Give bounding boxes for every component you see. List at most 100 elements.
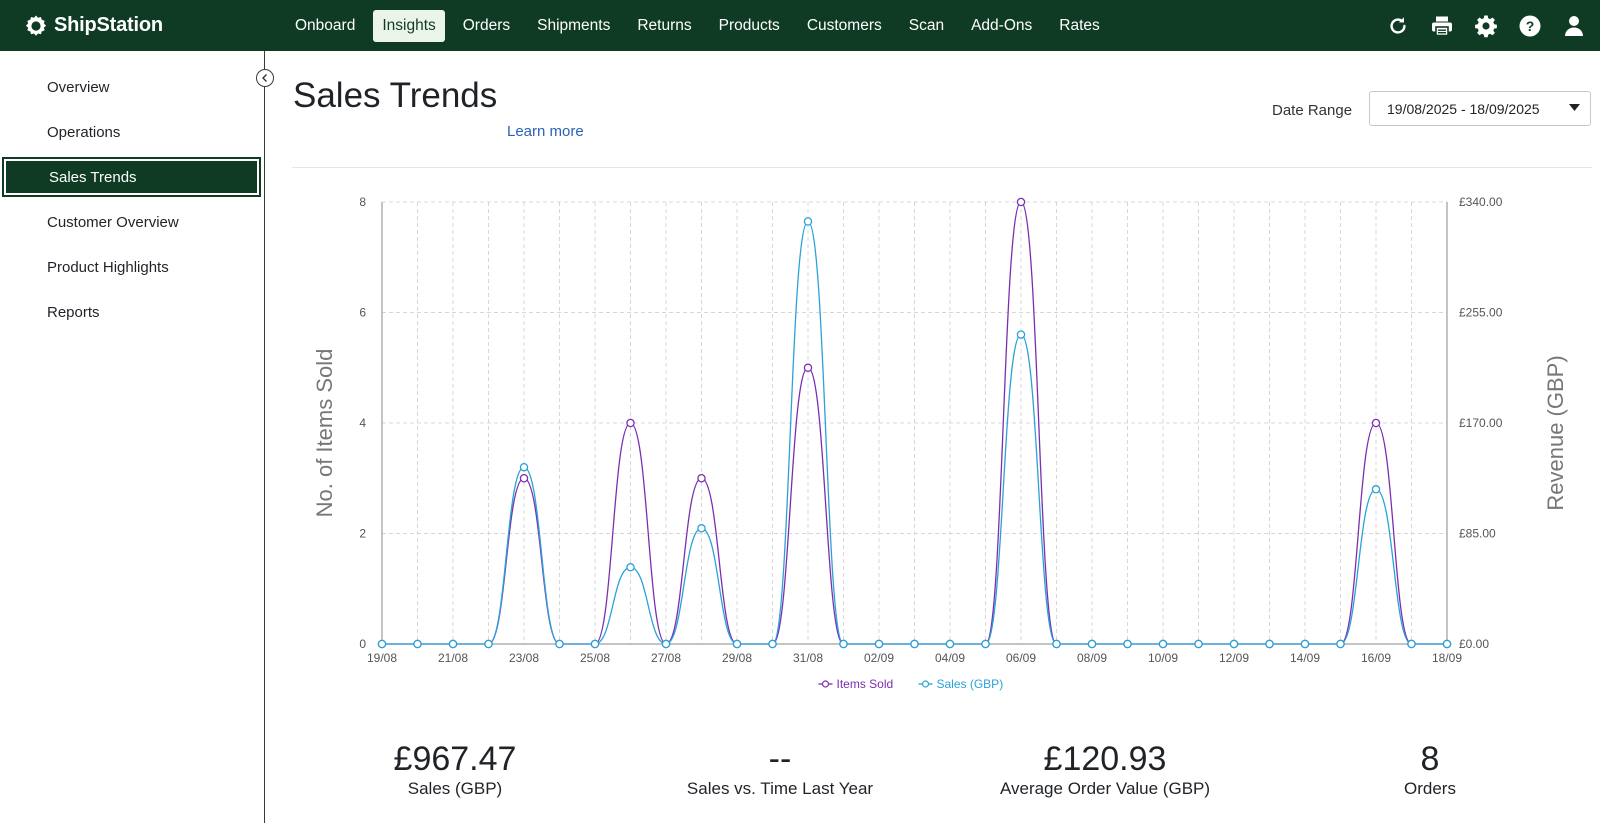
x-tick-label: 31/08 [793, 651, 823, 665]
data-point-sales-gbp [413, 639, 422, 649]
y2-tick-label: £85.00 [1459, 527, 1496, 541]
svg-text:?: ? [1526, 18, 1535, 34]
data-point-sales-gbp [910, 639, 919, 649]
help-icon[interactable]: ? [1518, 14, 1542, 38]
data-point-sales-gbp [945, 639, 955, 649]
x-tick-label: 04/09 [935, 651, 965, 665]
kpi-sales-vs-last-year: -- Sales vs. Time Last Year [660, 742, 900, 799]
data-point-sales-gbp [839, 639, 848, 649]
data-point-sales-gbp [803, 217, 813, 226]
x-tick-label: 02/09 [864, 651, 894, 665]
data-point-items-sold [1371, 418, 1381, 428]
y-axis-title: No. of Items Sold [312, 349, 337, 518]
data-point-sales-gbp [626, 563, 635, 572]
y-tick-label: 0 [359, 637, 366, 651]
data-point-sales-gbp [590, 639, 600, 649]
data-point-items-sold [1016, 197, 1026, 207]
y2-tick-label: £255.00 [1459, 306, 1503, 320]
nav-item-products[interactable]: Products [718, 16, 780, 34]
refresh-icon[interactable] [1386, 14, 1410, 38]
data-point-sales-gbp [874, 639, 884, 649]
y-tick-label: 8 [359, 195, 366, 209]
kpi-orders-label: Orders [1404, 779, 1456, 798]
kpi-sales-value: £967.47 [393, 740, 517, 778]
data-point-items-sold [519, 473, 529, 483]
kpi-sales-vs-last-year-value: -- [768, 740, 792, 778]
x-tick-label: 25/08 [580, 651, 610, 665]
date-range-label: Date Range [1272, 102, 1353, 119]
brand-logo[interactable]: ShipStation [24, 0, 163, 51]
y-tick-label: 4 [359, 416, 366, 430]
x-tick-label: 23/08 [509, 651, 539, 665]
chevron-left-icon [262, 74, 267, 82]
x-tick-label: 21/08 [438, 651, 468, 665]
kpi-sales-vs-last-year-label: Sales vs. Time Last Year [686, 779, 874, 798]
nav-item-add-ons[interactable]: Add-Ons [971, 16, 1033, 34]
data-point-sales-gbp [697, 524, 706, 533]
x-tick-label: 10/09 [1148, 651, 1178, 665]
shipstation-gear-icon [25, 15, 47, 36]
printer-icon[interactable] [1430, 14, 1454, 38]
data-point-sales-gbp [1194, 639, 1203, 649]
data-point-sales-gbp [1336, 639, 1345, 649]
x-tick-label: 08/09 [1077, 651, 1107, 665]
user-icon[interactable] [1562, 14, 1586, 38]
data-point-sales-gbp [1158, 639, 1168, 649]
data-point-items-sold [697, 473, 706, 483]
sidebar-item-sales-trends[interactable]: Sales Trends [2, 157, 261, 197]
nav-item-customers[interactable]: Customers [806, 16, 882, 34]
nav-item-scan[interactable]: Scan [908, 16, 945, 34]
sidebar-item-product-highlights[interactable]: Product Highlights [47, 258, 169, 276]
y2-axis-title: Revenue (GBP) [1543, 355, 1568, 510]
brand-name: ShipStation [54, 14, 163, 36]
kpi-sales-label: Sales (GBP) [407, 779, 503, 798]
data-point-sales-gbp [1300, 639, 1310, 649]
data-point-sales-gbp [1442, 639, 1452, 649]
sidebar-item-reports[interactable]: Reports [47, 303, 100, 321]
data-point-sales-gbp [448, 639, 458, 649]
nav-item-orders[interactable]: Orders [462, 16, 511, 34]
y-tick-label: 6 [359, 306, 366, 320]
data-point-sales-gbp [1123, 639, 1132, 649]
date-range-select[interactable]: 19/08/2025 - 18/09/2025 [1369, 91, 1591, 126]
data-point-sales-gbp [1371, 485, 1381, 494]
x-tick-label: 06/09 [1006, 651, 1036, 665]
sidebar-item-overview[interactable]: Overview [47, 78, 110, 96]
kpi-average-order-value: £120.93 Average Order Value (GBP) [980, 742, 1230, 799]
main-nav: Onboard Insights Orders Shipments Return… [286, 0, 1118, 51]
x-tick-label: 19/08 [367, 651, 397, 665]
legend-label-sales-gbp: Sales (GBP) [937, 677, 1004, 691]
header-divider [292, 167, 1592, 168]
sidebar: Overview Operations Sales Trends Custome… [0, 51, 265, 823]
caret-down-icon [1569, 104, 1580, 111]
learn-more-link[interactable]: Learn more [507, 123, 584, 140]
nav-item-insights[interactable]: Insights [373, 9, 445, 42]
legend-marker-items-sold [821, 680, 830, 688]
data-point-sales-gbp [1265, 639, 1274, 649]
x-tick-label: 29/08 [722, 651, 752, 665]
kpi-sales: £967.47 Sales (GBP) [380, 742, 530, 799]
nav-item-shipments[interactable]: Shipments [537, 16, 611, 34]
nav-item-returns[interactable]: Returns [637, 16, 692, 34]
legend-marker-sales-gbp [921, 680, 930, 688]
data-point-sales-gbp [1407, 639, 1416, 649]
gear-icon[interactable] [1474, 14, 1498, 38]
data-point-items-sold [626, 418, 635, 428]
x-tick-label: 12/09 [1219, 651, 1249, 665]
data-point-items-sold [803, 363, 813, 372]
data-point-sales-gbp [732, 639, 742, 649]
nav-item-onboard[interactable]: Onboard [295, 16, 356, 34]
sidebar-collapse-button[interactable] [256, 69, 274, 87]
y2-tick-label: £170.00 [1459, 416, 1503, 430]
nav-item-rates[interactable]: Rates [1059, 16, 1100, 34]
kpi-average-order-value-value: £120.93 [1043, 740, 1167, 778]
legend-label-items-sold: Items Sold [837, 677, 894, 691]
page-title: Sales Trends [293, 76, 498, 115]
data-point-sales-gbp [555, 639, 564, 649]
x-tick-label: 18/09 [1432, 651, 1462, 665]
sidebar-item-customer-overview[interactable]: Customer Overview [47, 213, 179, 231]
kpi-orders-value: 8 [1420, 740, 1440, 778]
sidebar-item-operations[interactable]: Operations [47, 123, 121, 141]
top-navigation-bar: ShipStation Onboard Insights Orders Ship… [0, 0, 1600, 51]
y2-tick-label: £340.00 [1459, 195, 1503, 209]
